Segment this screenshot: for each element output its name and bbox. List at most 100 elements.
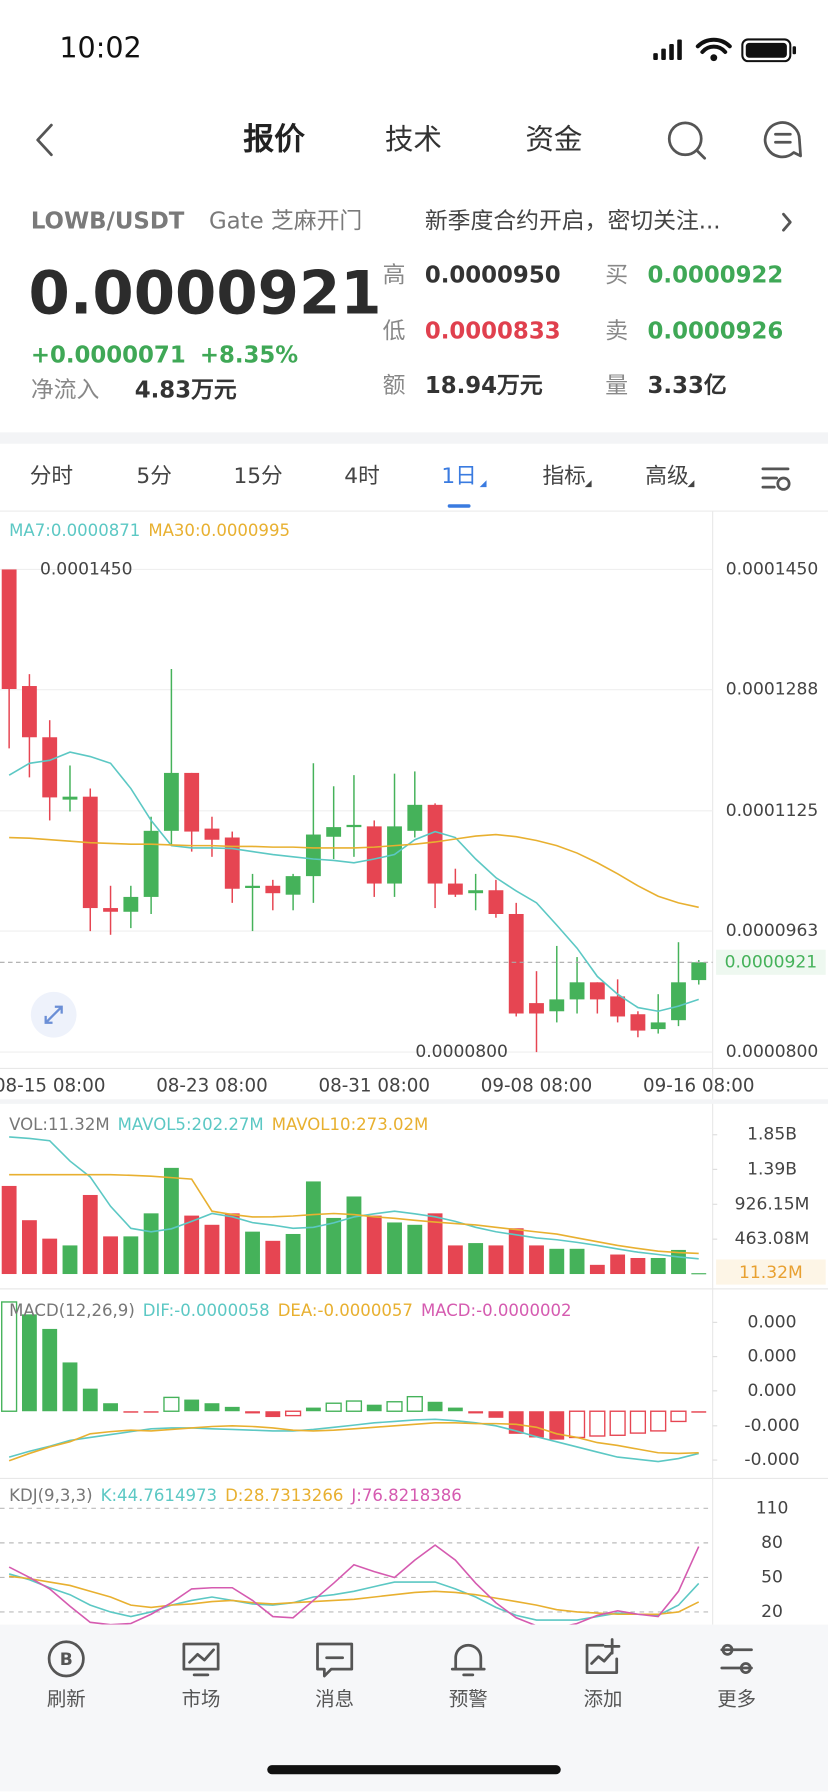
bar (569, 1248, 585, 1275)
period-tab[interactable]: 分时 (30, 464, 73, 489)
back-button[interactable] (36, 123, 53, 157)
expand-button[interactable] (30, 991, 77, 1038)
line-series (8, 1418, 699, 1463)
bar (245, 1231, 260, 1275)
nav-label[interactable]: 消息 (315, 1688, 354, 1711)
stat-label: 额 (383, 373, 406, 399)
bar (305, 1407, 321, 1412)
y-tick-label: 926.15M (735, 1194, 810, 1214)
candle-body (650, 1022, 666, 1030)
candle-body (691, 962, 707, 981)
period-tab[interactable]: 指标 (542, 464, 585, 489)
charts: 0.0001450 0.0001288 0.0001125 0.0000963 0.00… (0, 521, 826, 1625)
candle-body (508, 913, 524, 1014)
nav-icon[interactable] (585, 1638, 621, 1674)
bar (143, 1213, 159, 1275)
bar (224, 1406, 240, 1412)
nav-label[interactable]: 市场 (182, 1688, 221, 1711)
stat-label: 低 (383, 318, 406, 344)
nav-icon[interactable] (316, 1642, 354, 1678)
candle-body (366, 826, 382, 884)
home-indicator (267, 1765, 561, 1775)
nav-tab[interactable]: 报价 (243, 122, 305, 158)
candle-body (305, 834, 321, 877)
news[interactable]: 新季度合约开启，密切关注... (425, 209, 721, 235)
stat-value: 0.0000926 (648, 318, 784, 344)
bar (82, 1194, 98, 1275)
nav-tab[interactable]: 技术 (385, 122, 442, 156)
line-series (9, 1136, 699, 1260)
nav-label[interactable]: 预警 (449, 1688, 488, 1711)
x-tick-label: 08-31 08:00 (318, 1076, 430, 1097)
bar (163, 1396, 180, 1412)
stat-label: 高 (383, 262, 406, 288)
candle-body (224, 837, 240, 889)
stat-label: 买 (605, 262, 628, 288)
bar (326, 1217, 342, 1275)
bar (366, 1404, 382, 1412)
separator (0, 432, 828, 444)
x-tick-label: 09-08 08:00 (481, 1076, 593, 1097)
bar (143, 1411, 159, 1413)
legend-entry: MA30:0.0000995 (148, 521, 290, 540)
period-tab[interactable]: 1日 (441, 464, 477, 489)
bar (568, 1410, 586, 1439)
y-tick-label: 1.85B (747, 1125, 797, 1145)
bar (609, 1410, 626, 1436)
nav-label[interactable]: 更多 (717, 1688, 756, 1711)
bar (62, 1362, 78, 1412)
nav-label[interactable]: 刷新 (47, 1688, 86, 1711)
exchange: Gate 芝麻开门 (209, 209, 362, 235)
nav-icon[interactable]: B (47, 1640, 85, 1678)
nav-icon[interactable] (182, 1642, 220, 1677)
candle-body (123, 896, 139, 912)
period-tab[interactable]: 5分 (136, 464, 172, 489)
candle-body (569, 982, 585, 1000)
bar (670, 1410, 687, 1423)
bar (103, 1236, 118, 1275)
period-tab[interactable]: 15分 (233, 464, 282, 489)
bar (447, 1245, 463, 1275)
message-button[interactable] (763, 121, 802, 159)
legend-entry: D:28.7313266 (225, 1486, 343, 1505)
line-series (8, 1573, 700, 1621)
bar (488, 1245, 504, 1275)
status-time: 10:02 (59, 31, 141, 65)
candle-body (589, 982, 605, 1000)
svg-text:B: B (60, 1650, 73, 1670)
candle-body (447, 883, 463, 895)
candle-body (103, 908, 118, 912)
nav-tab[interactable]: 资金 (525, 122, 582, 156)
high-annotation: 0.0001450 (40, 559, 133, 579)
bar (285, 1233, 301, 1275)
search-button[interactable] (667, 121, 707, 160)
nav-icon[interactable] (450, 1643, 486, 1677)
y-tick-label: 463.08M (735, 1229, 810, 1249)
chart-settings[interactable] (761, 467, 791, 491)
bar (468, 1243, 484, 1275)
candle-body (671, 982, 686, 1021)
y-tick-label: 0.0000800 (726, 1042, 819, 1062)
candle-body (610, 996, 626, 1017)
nav-label[interactable]: 添加 (584, 1688, 623, 1711)
bar (42, 1238, 58, 1275)
bottom-nav: 刷新 市场 消息 预警 添加 更多 (47, 1688, 756, 1711)
active-underline (447, 504, 471, 508)
legend-entry: MACD(12,26,9) (9, 1301, 135, 1320)
bar (123, 1236, 139, 1275)
price-tag-bg (716, 949, 826, 975)
candle-body (529, 1003, 544, 1014)
nav-icon[interactable] (720, 1643, 753, 1674)
news-arrow[interactable] (782, 212, 792, 232)
stat-value: 0.0000833 (425, 318, 561, 344)
bar (488, 1411, 504, 1418)
period-tab[interactable]: 高级 (645, 464, 688, 489)
y-tick-label: 110 (756, 1498, 789, 1518)
change-pct: +8.35% (200, 342, 298, 368)
bar (245, 1411, 260, 1414)
dropdown-arrow (479, 480, 487, 488)
period-tab[interactable]: 4时 (344, 464, 380, 489)
dropdown-arrow (584, 480, 592, 488)
bar (549, 1248, 565, 1275)
